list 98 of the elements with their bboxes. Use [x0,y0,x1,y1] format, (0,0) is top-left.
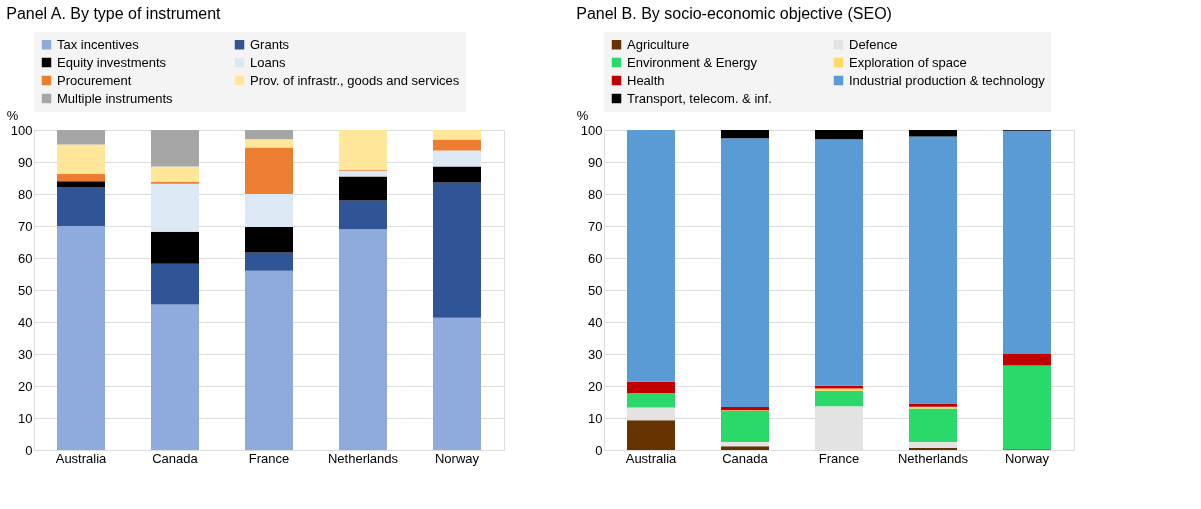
bar [721,410,769,442]
bar [245,252,293,271]
legend-label: Defence [849,36,898,52]
bar [151,166,199,182]
bar [339,130,387,170]
legend-label: Prov. of infrastr., goods and services [250,72,460,88]
legend-label: Loans [250,54,286,70]
x-tick-label: France [818,450,860,466]
legend-label: Tax incentives [57,36,140,52]
x-tick-label: Norway [1004,450,1050,466]
bar [151,231,199,264]
bar [245,194,293,227]
bar [1003,130,1051,354]
x-tick-label: Canada [152,450,199,466]
bar [721,138,769,408]
legend-label: Health [627,72,665,88]
y-tick-label: 80 [588,186,603,202]
bar [433,166,481,183]
bar [57,130,105,145]
bar [57,226,105,450]
bar [815,391,863,407]
chart-title: Panel B. By socio-economic objective (SEO) [576,5,892,22]
y-axis-title: % [6,107,19,123]
x-tick-label: Norway [434,450,480,466]
x-tick-label: Netherlands [327,450,399,466]
bar [339,229,387,450]
bar [815,130,863,140]
x-tick-label: Australia [625,450,678,466]
bar [151,304,199,450]
y-tick-label: 0 [595,442,603,458]
y-tick-label: 30 [588,346,603,362]
bar [721,130,769,139]
bar [627,420,675,450]
y-tick-label: 50 [588,282,603,298]
bar [627,393,675,408]
bar [1003,354,1051,366]
legend-label: Industrial production & technology [849,72,1046,88]
bar [151,183,199,232]
y-axis-title: % [576,107,589,123]
legend-label: Exploration of space [849,54,967,70]
y-tick-label: 50 [18,282,33,298]
chart-title: Panel A. By type of instrument [6,5,222,22]
bar [57,187,105,226]
bar [627,381,675,394]
bar [433,150,481,167]
bar [245,130,293,140]
bar [339,176,387,201]
bar [151,263,199,305]
bar [909,408,957,442]
y-tick-label: 30 [18,346,33,362]
legend-label: Procurement [57,72,132,88]
legend-label: Equity investments [57,54,167,70]
legend-label: Grants [250,36,290,52]
bar [433,182,481,318]
y-tick-label: 10 [588,410,603,426]
y-tick-label: 0 [25,442,33,458]
bar [245,270,293,450]
bar [245,226,293,253]
y-tick-label: 70 [588,218,603,234]
legend-label: Transport, telecom. & inf. [627,90,772,106]
y-tick-label: 70 [18,218,33,234]
bar [1003,365,1051,450]
bar [909,136,957,404]
y-tick-label: 40 [588,314,603,330]
bar [245,147,293,194]
y-tick-label: 80 [18,186,33,202]
bar [245,139,293,148]
bar [909,130,957,137]
bar [57,181,105,188]
y-tick-label: 40 [18,314,33,330]
y-tick-label: 90 [18,154,33,170]
y-tick-label: 20 [18,378,33,394]
y-tick-label: 90 [588,154,603,170]
y-tick-label: 20 [588,378,603,394]
y-tick-label: 10 [18,410,33,426]
bar [433,139,481,151]
bar [909,442,957,449]
legend-label: Multiple instruments [57,90,174,106]
bar [721,446,769,450]
bar [57,144,105,174]
bar [433,317,481,450]
y-tick-label: 100 [580,122,603,138]
bar [151,130,199,167]
x-tick-label: Canada [722,450,769,466]
bar [721,442,769,447]
x-tick-label: Netherlands [897,450,969,466]
y-tick-label: 60 [588,250,603,266]
bar [57,173,105,182]
x-tick-label: Australia [55,450,108,466]
bar [433,130,481,140]
y-tick-label: 60 [18,250,33,266]
bar [339,200,387,230]
y-tick-label: 100 [10,122,33,138]
bar [815,139,863,386]
legend-label: Environment & Energy [627,54,758,70]
x-tick-label: France [248,450,290,466]
legend-label: Agriculture [627,36,690,52]
bar [627,130,675,382]
